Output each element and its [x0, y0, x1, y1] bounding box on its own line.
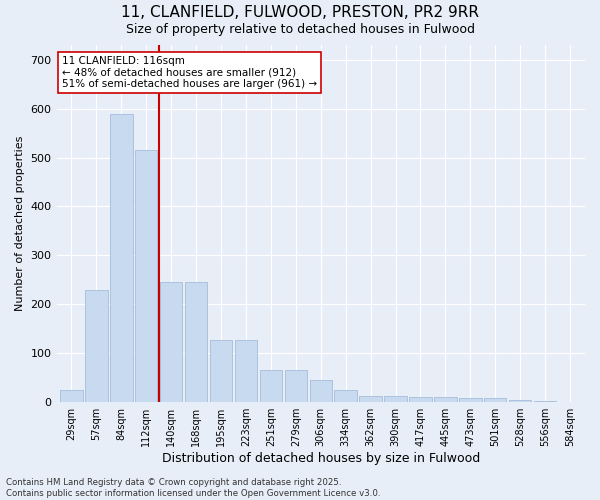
Bar — [260, 370, 282, 402]
Bar — [459, 398, 482, 402]
Bar — [235, 340, 257, 402]
Bar — [334, 390, 357, 402]
Y-axis label: Number of detached properties: Number of detached properties — [15, 136, 25, 312]
Bar — [60, 390, 83, 402]
Bar — [210, 340, 232, 402]
Bar — [284, 370, 307, 402]
Text: 11 CLANFIELD: 116sqm
← 48% of detached houses are smaller (912)
51% of semi-deta: 11 CLANFIELD: 116sqm ← 48% of detached h… — [62, 56, 317, 89]
Bar — [484, 398, 506, 402]
Bar — [85, 290, 107, 402]
Bar — [110, 114, 133, 402]
Bar — [135, 150, 157, 402]
Text: Contains HM Land Registry data © Crown copyright and database right 2025.
Contai: Contains HM Land Registry data © Crown c… — [6, 478, 380, 498]
Bar — [385, 396, 407, 402]
Bar — [160, 282, 182, 402]
Bar — [509, 400, 532, 402]
Bar — [359, 396, 382, 402]
Bar — [310, 380, 332, 402]
X-axis label: Distribution of detached houses by size in Fulwood: Distribution of detached houses by size … — [161, 452, 480, 465]
Bar — [409, 398, 431, 402]
Bar — [185, 282, 208, 402]
Bar — [534, 401, 556, 402]
Text: 11, CLANFIELD, FULWOOD, PRESTON, PR2 9RR: 11, CLANFIELD, FULWOOD, PRESTON, PR2 9RR — [121, 5, 479, 20]
Bar — [434, 398, 457, 402]
Text: Size of property relative to detached houses in Fulwood: Size of property relative to detached ho… — [125, 22, 475, 36]
